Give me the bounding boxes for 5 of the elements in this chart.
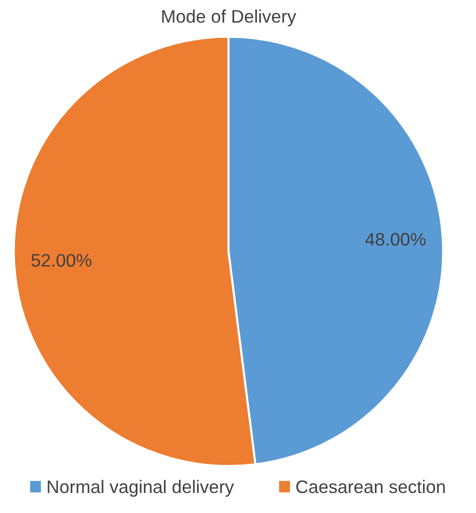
data-label: 52.00% [31,254,92,267]
chart-title: Mode of Delivery [162,10,296,26]
data-label: 48.00% [365,232,426,246]
legend-label: Normal vaginal delivery [48,480,234,497]
legend-label: Caesarean section [296,480,445,494]
